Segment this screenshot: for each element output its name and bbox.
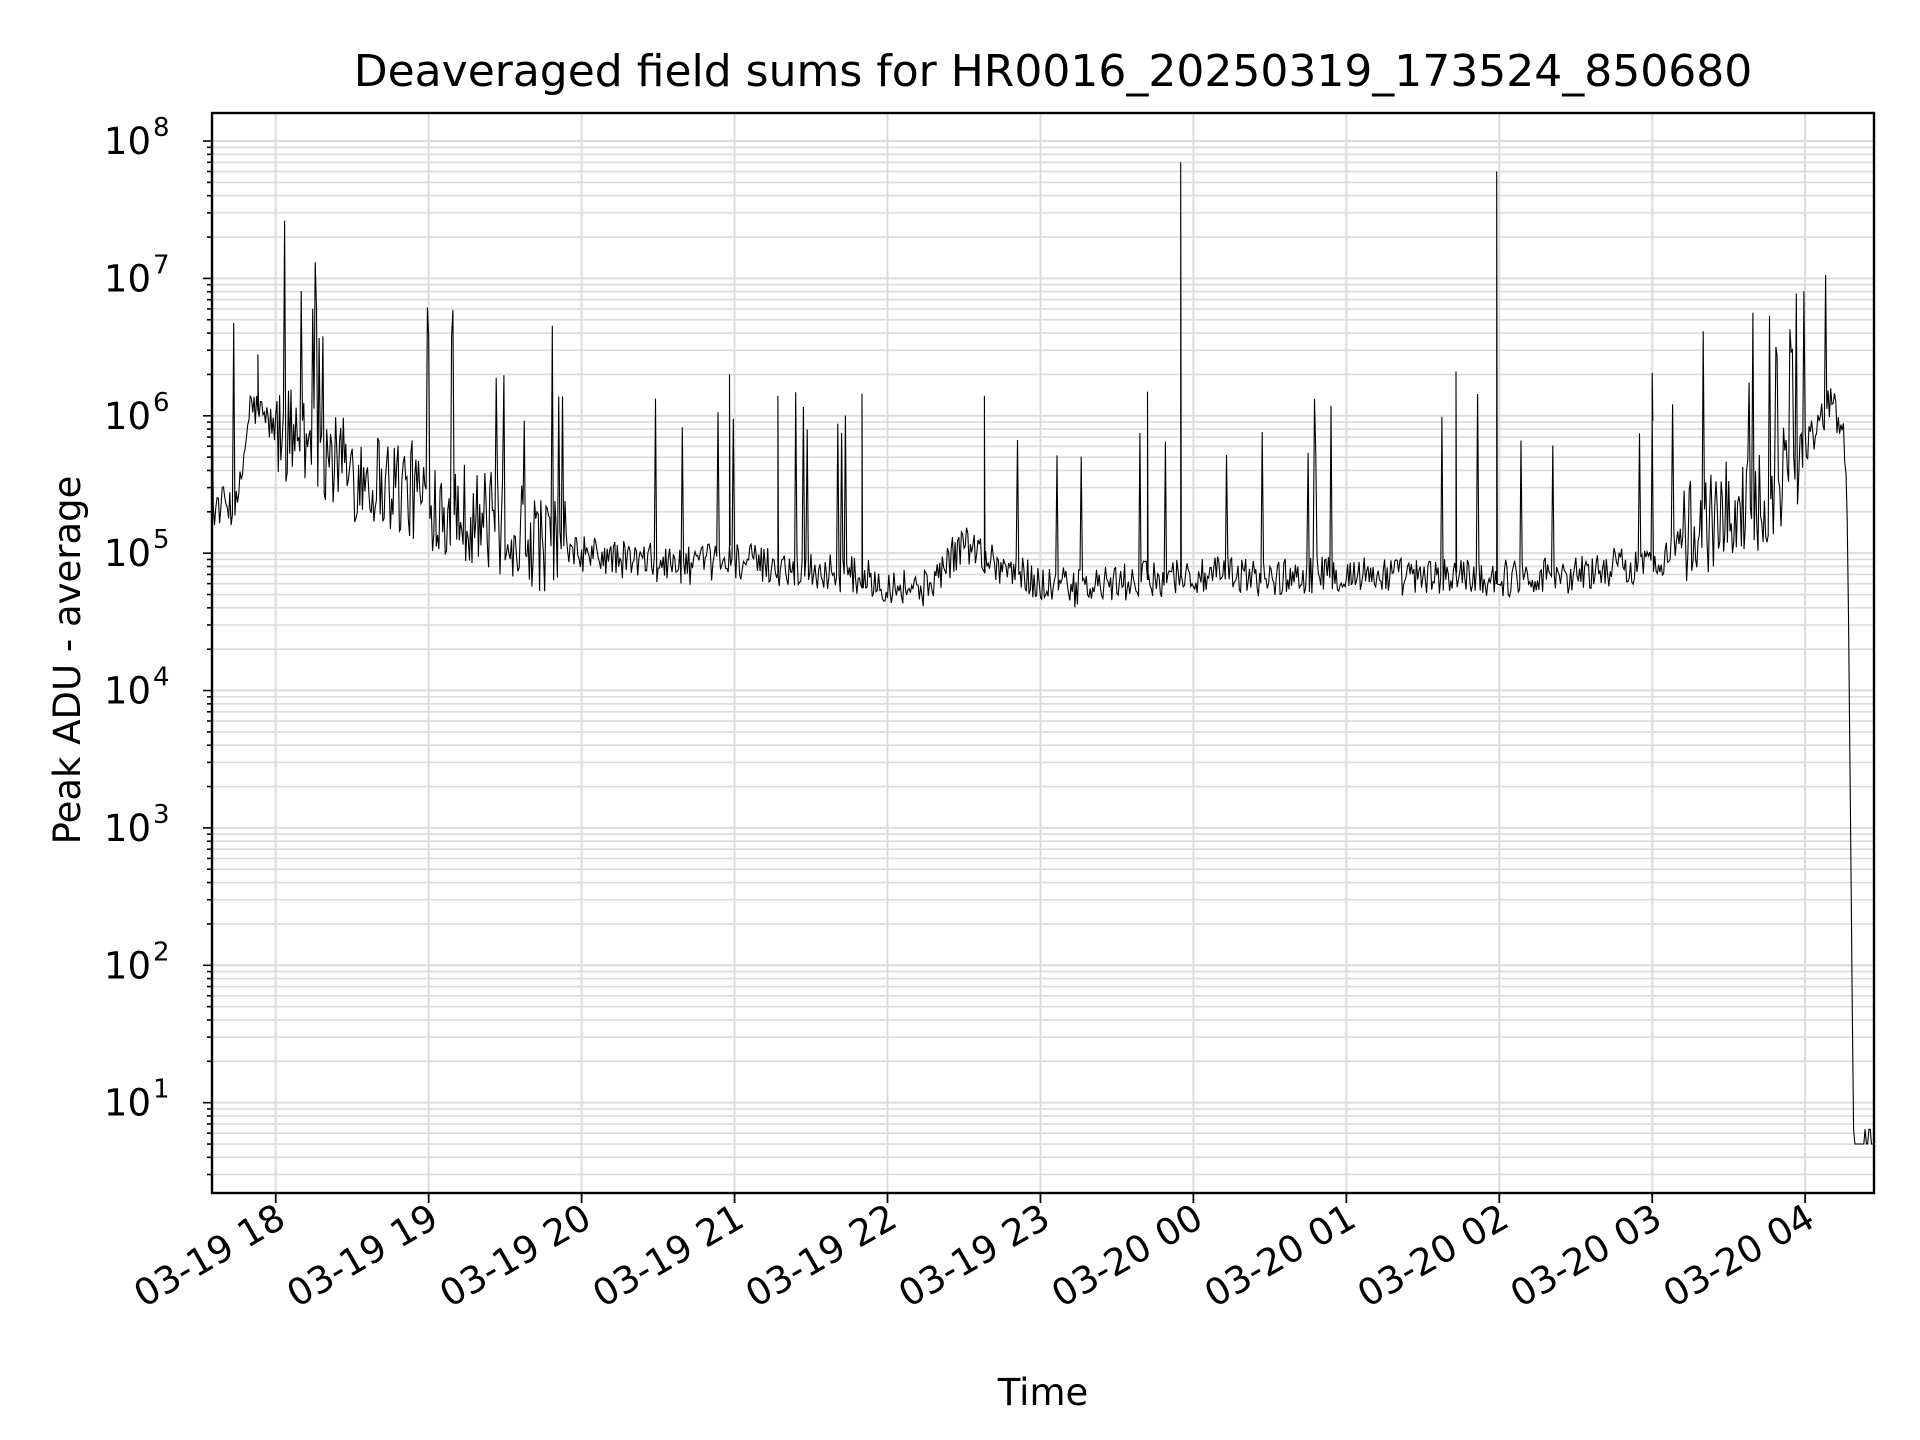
y-tick-label: 10 3 (104, 800, 170, 850)
y-tick-base: 10 (104, 807, 151, 850)
series-layer (212, 162, 1874, 1145)
axes-frame (210, 111, 1876, 1195)
y-tick-label: 10 7 (104, 250, 170, 300)
y-tick-label: 10 4 (104, 663, 170, 713)
y-tick-label: 10 8 (104, 113, 170, 163)
y-tick-exponent: 6 (153, 388, 170, 418)
y-tick-label: 10 1 (104, 1075, 170, 1125)
series-line (212, 162, 1874, 1145)
y-tick-base: 10 (104, 1082, 151, 1125)
y-tick-label: 10 6 (104, 388, 170, 438)
y-tick-base: 10 (104, 944, 151, 987)
y-tick-label: 10 5 (104, 525, 170, 575)
y-tick-exponent: 8 (153, 113, 170, 143)
y-tick-exponent: 4 (153, 663, 170, 693)
y-tick-base: 10 (104, 257, 151, 300)
y-tick-exponent: 3 (153, 800, 170, 830)
grid (212, 113, 1874, 1193)
x-axis-label: Time (997, 1371, 1089, 1414)
y-axis-label: Peak ADU - average (46, 476, 89, 845)
y-tick-exponent: 5 (153, 525, 170, 555)
y-tick-base: 10 (104, 532, 151, 575)
y-tick-exponent: 2 (153, 937, 170, 967)
y-tick-exponent: 7 (153, 250, 170, 280)
y-tick-base: 10 (104, 395, 151, 438)
y-tick-base: 10 (104, 670, 151, 713)
y-tick-label: 10 2 (104, 937, 170, 987)
chart-title: Deaveraged field sums for HR0016_2025031… (354, 46, 1753, 97)
y-tick-base: 10 (104, 120, 151, 163)
y-tick-exponent: 1 (153, 1075, 170, 1105)
